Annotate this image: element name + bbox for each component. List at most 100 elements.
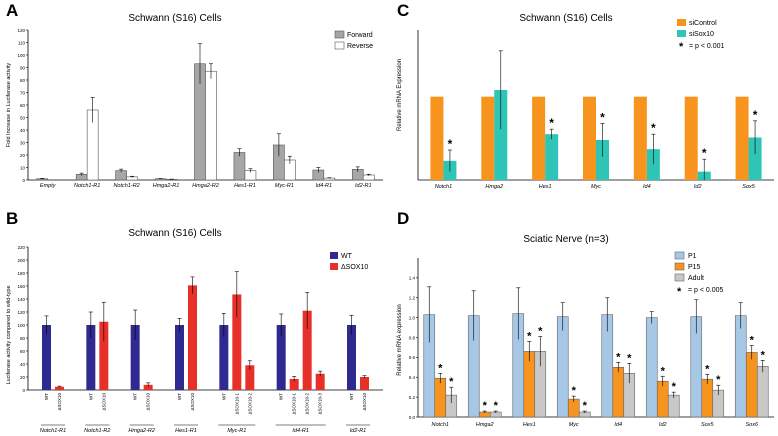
panel-a-y-tick-label: 100 [17, 53, 25, 58]
panel-d-category-label: Hmga2 [476, 422, 494, 428]
panel-b-y-tick-label: 180 [17, 271, 25, 276]
panel-d-significance-star: * [627, 352, 632, 364]
panel-b-y-tick-label: 220 [17, 245, 25, 250]
panel-a-title: Schwann (S16) Cells [128, 13, 221, 24]
panel-b-title: Schwann (S16) Cells [128, 228, 221, 239]
panel-c-bar-0 [532, 96, 546, 180]
panel-d-legend-swatch [674, 262, 685, 271]
panel-a-category-label: Myc-R1 [275, 183, 294, 189]
panel-b-group-label: Notch1-R1 [40, 428, 66, 434]
panel-d-category-label: Hes1 [523, 422, 536, 428]
panel-d-category-label: Notch1 [432, 422, 449, 428]
panel-a-category-label: Empty [40, 183, 57, 189]
panel-b-y-tick-label: 140 [17, 297, 25, 302]
panel-b-bar [42, 325, 51, 390]
panel-b-bar-label: WT [221, 393, 226, 400]
panel-b-ylabel: Luciferase activity compared to wild-typ… [6, 285, 12, 384]
panel-d-category-label: Id4 [614, 422, 622, 428]
panel-b-y-tick-label: 60 [20, 349, 26, 354]
panel-b-bar [86, 325, 96, 390]
panel-d-significance-star: * [483, 400, 488, 412]
panel-c-category-label: Id2 [694, 184, 702, 190]
panel-c-category-label: Myc [591, 184, 601, 190]
panel-d-significance-star: * [527, 330, 532, 342]
panel-b-legend-label: ΔSOX10 [341, 264, 368, 271]
panel-d-significance-star: * [449, 376, 454, 388]
panel-d-bar-p15 [656, 380, 669, 418]
panel-d-bar-p15 [701, 378, 714, 418]
panel-b-bar [219, 325, 229, 390]
panel-a-y-tick-label: 10 [20, 165, 26, 170]
panel-d-bar-p1 [734, 315, 747, 418]
panel-c-legend-label: siControl [689, 20, 717, 27]
panel-b-bar [315, 373, 325, 390]
panel-b-legend-swatch [330, 252, 338, 259]
panel-c-bar-1 [494, 90, 508, 180]
panel-d-y-tick-label: 0.4 [409, 375, 416, 380]
panel-d-significance-star: * [538, 326, 543, 338]
panel-d-significance-star: * [661, 365, 666, 377]
panel-b-bar [232, 294, 242, 390]
panel-d-y-tick-label: 1.2 [409, 296, 416, 301]
panel-b-bar-label: ΔSOX10 [190, 393, 195, 411]
panel-c-category-label: Notch1 [435, 184, 452, 190]
panel-c-bar-0 [583, 96, 596, 180]
panel-c-significance-star: * [651, 121, 656, 135]
panel-d-significance-star: * [494, 400, 499, 412]
panel-b-bar [188, 285, 197, 390]
panel-b-group-label: Myc-R1 [227, 428, 246, 434]
panel-a-category-label: Notch1-R2 [113, 183, 139, 189]
panel-b-y-tick-label: 200 [17, 258, 25, 263]
panel-d-bar-adult [667, 394, 680, 418]
panel-a-label: A [6, 1, 18, 20]
panel-b-y-tick-label: 0 [22, 388, 25, 393]
panel-b-group-label: Hmga2-R2 [128, 428, 155, 434]
panel-c-ylabel: Relative mRNA Expression [397, 59, 403, 131]
panel-a-category-label: Hmga2-R1 [153, 183, 180, 189]
panel-d-bar-p1 [556, 316, 569, 418]
panel-b-bar-label: ΔSOX10 [146, 393, 151, 411]
panel-a-ylabel: Fold Increase in Luciferase activity [6, 63, 12, 148]
panel-b-y-tick-label: 80 [20, 336, 26, 341]
panel-c-significance-star: * [753, 108, 758, 122]
panel-d-significance-star: * [705, 363, 710, 375]
panel-a-category-label: Hmga2-R2 [192, 183, 219, 189]
panel-a-category-label: Id4-R1 [316, 183, 333, 189]
panel-d-y-tick-label: 0.0 [409, 415, 416, 420]
panel-b-bar [99, 321, 109, 390]
panel-a-y-tick-label: 110 [18, 40, 26, 45]
panel-a-legend-swatch [334, 41, 345, 50]
panel-d-legend-swatch [674, 273, 685, 282]
panel-b-bar [130, 325, 140, 390]
panel-d-title: Sciatic Nerve (n=3) [523, 234, 608, 245]
panel-a-category-label: Hes1-R1 [234, 183, 256, 189]
panel-a-bar-reverse [205, 70, 217, 181]
panel-d-y-tick-label: 1.0 [409, 315, 416, 320]
panel-a-legend-swatch [334, 30, 345, 39]
panel-c-bar-1 [748, 137, 762, 180]
panel-b-bar-label: ΔSOX10-1 [234, 393, 239, 415]
panel-a-y-tick-label: 70 [20, 90, 26, 95]
panel-b-group-label: Hes1-R1 [175, 428, 197, 434]
panel-d-category-label: Sox5 [701, 422, 714, 428]
panel-c-bar-1 [545, 134, 559, 180]
panel-d-significance-star: * [750, 334, 755, 346]
panel-c-significance-star: * [702, 146, 707, 160]
panel-b-y-tick-label: 120 [17, 310, 25, 315]
panel-c-bar-0 [481, 96, 495, 180]
panel-b-bar-label: ΔSOX10-2 [247, 393, 252, 415]
panel-a-y-tick-label: 80 [20, 78, 26, 83]
panel-d-bar-p15 [612, 367, 625, 418]
panel-c-bar-0 [735, 96, 749, 180]
panel-c-legend-swatch [677, 30, 686, 37]
panel-d-y-tick-label: 1.4 [409, 276, 416, 281]
panel-d-y-tick-label: 0.2 [409, 395, 416, 400]
panel-b-bar [175, 325, 184, 390]
panel-b-bar-label: WT [177, 393, 182, 400]
panel-b-bar [245, 365, 255, 390]
panel-b-bar-label: WT [44, 393, 49, 400]
panel-c-bar-1 [596, 140, 609, 180]
panel-c-legend-star-label: = p < 0.001 [689, 43, 725, 50]
panel-a-category-label: Id2-R1 [355, 183, 372, 189]
